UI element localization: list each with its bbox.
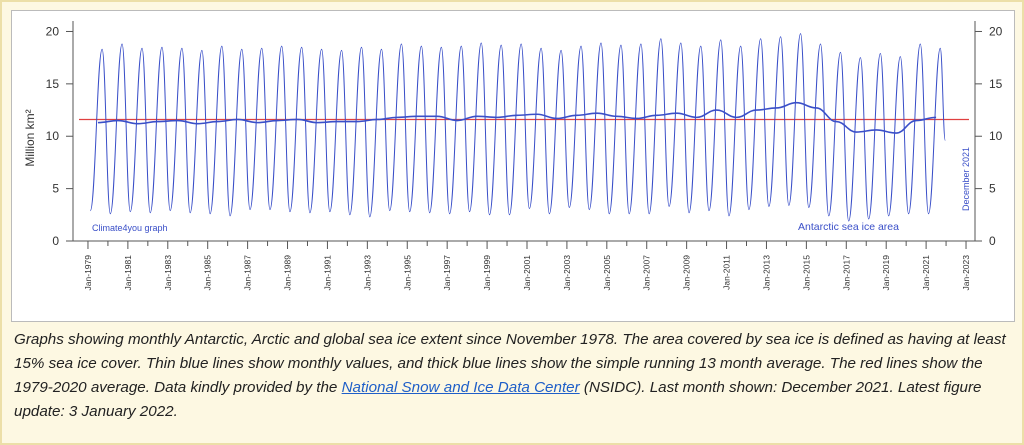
y-axis-label: Million km² [23,109,37,166]
x-tick-label: Jan-2005 [602,255,612,291]
x-tick-label: Jan-1991 [322,255,332,291]
caption-text: Graphs showing monthly Antarctic, Arctic… [14,331,1006,396]
x-tick-label: Jan-1985 [203,255,213,291]
x-tick-label: Jan-2001 [522,255,532,291]
nsidc-link[interactable]: National Snow and Ice Data Center [341,379,580,396]
x-tick-label: Jan-1999 [482,255,492,291]
x-tick-label: Jan-2009 [682,255,692,291]
y2-tick-label: 5 [989,182,996,196]
series-line [97,101,937,134]
x-tick-label: Jan-2011 [722,255,732,290]
x-tick-label: Jan-1987 [243,255,253,291]
y2-tick-label: 10 [989,129,1003,143]
x-tick-label: Jan-2021 [921,255,931,291]
x-tick-label: Jan-1979 [83,255,93,291]
x-tick-label: Jan-2007 [642,255,652,291]
y-tick-label: 5 [52,182,59,196]
y2-tick-label: 0 [989,234,996,248]
x-tick-label: Jan-1997 [442,255,452,291]
last-month-annotation: December 2021 [961,147,971,211]
caption: Graphs showing monthly Antarctic, Arctic… [14,328,1014,424]
x-tick-label: Jan-1983 [163,255,173,291]
x-tick-label: Jan-2017 [841,255,851,291]
y2-tick-label: 20 [989,24,1003,38]
y2-tick-label: 15 [989,77,1003,91]
y-tick-label: 10 [46,129,60,143]
series-annotation: Antarctic sea ice area [798,221,899,233]
credit-annotation: Climate4you graph [92,223,168,233]
x-tick-label: Jan-1993 [362,255,372,291]
series-line [89,33,946,222]
chart: Million km² Climate4you graph Antarctic … [23,21,1003,291]
x-tick-label: Jan-1989 [283,255,293,291]
x-tick-label: Jan-1981 [123,255,133,291]
x-tick-label: Jan-1995 [402,255,412,291]
y-tick-label: 0 [52,234,59,248]
x-tick-label: Jan-2003 [562,255,572,291]
caption-text: (NSIDC). Last month shown: December 2021… [14,379,982,420]
x-tick-label: Jan-2023 [961,255,971,291]
x-tick-label: Jan-2013 [761,255,771,291]
y-tick-label: 20 [46,24,60,38]
x-tick-label: Jan-2019 [881,255,891,291]
chart-box: Million km² Climate4you graph Antarctic … [11,10,1015,322]
x-tick-label: Jan-2015 [801,255,811,291]
y-tick-label: 15 [46,77,60,91]
